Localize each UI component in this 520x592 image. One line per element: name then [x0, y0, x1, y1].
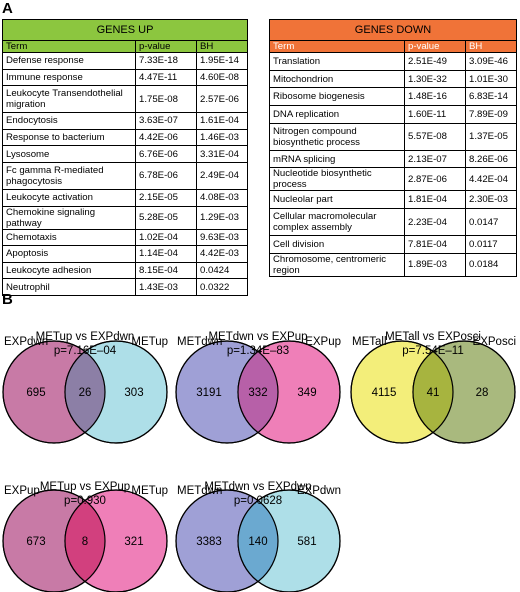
venn-right-label: METup — [131, 336, 168, 348]
table-row: Ribosome biogenesis 1.48E-16 6.83E-14 — [269, 87, 517, 107]
venn-title: METup vs EXPup — [40, 481, 130, 493]
venn-4: METup vs EXPup p=0.930 EXPup METup 673 8 321 — [2, 481, 168, 592]
venn-right-count: 303 — [124, 387, 143, 399]
bh-cell: 0.0322 — [196, 278, 248, 296]
genes-down-header-term: Term — [269, 40, 405, 53]
venn-right-label: EXPosci — [473, 336, 516, 348]
venn-left-label: METall — [352, 336, 387, 348]
table-row: Chemokine signaling pathway 5.28E-05 1.29E… — [2, 205, 248, 230]
table-row: Endocytosis 3.63E-07 1.61E-04 — [2, 112, 248, 130]
term-cell: Chromosome, centromeric region — [269, 252, 405, 277]
venn-left-label: EXPup — [4, 485, 40, 497]
table-row: Chemotaxis 1.02E-04 9.63E-03 — [2, 228, 248, 247]
venn-5: METdwn vs EXPdwn p=0.0628 METdwn EXPdwn 3383… — [175, 481, 341, 592]
venn-overlap-count: 8 — [82, 536, 88, 548]
bh-cell: 0.0184 — [465, 252, 517, 277]
bh-cell: 2.49E-04 — [196, 161, 248, 190]
venn-pvalue: p=0.930 — [64, 495, 106, 507]
venn-overlap-region — [413, 341, 453, 443]
bh-cell: 1.29E-03 — [196, 205, 248, 230]
venn-left-label: METdwn — [177, 485, 222, 497]
table-row: Fc gamma R-mediated phagocytosis 6.78E-06… — [2, 161, 248, 190]
table-row: Neutrophil 1.43E-03 0.0322 — [2, 278, 248, 296]
venn-overlap-region — [238, 341, 278, 443]
bh-cell: 1.95E-14 — [196, 52, 248, 70]
venn-overlap-count: 41 — [427, 387, 440, 399]
term-cell: Leukocyte Transendothelial migration — [2, 85, 136, 114]
table-row: mRNA splicing 2.13E-07 8.26E-06 — [269, 149, 517, 169]
venn-left-count: 695 — [26, 387, 45, 399]
venn-pvalue: p=0.0628 — [234, 495, 282, 507]
venn-left-label: METdwn — [177, 336, 222, 348]
genes-down-table: GENES DOWN Term p-value BH Translation 2.… — [269, 19, 517, 277]
table-row: DNA replication 1.60E-11 7.89E-09 — [269, 105, 517, 124]
venn-right-count: 349 — [297, 387, 316, 399]
venn-title: METdwn vs EXPup — [208, 331, 307, 343]
venn-3: METall vs EXPosci p=7.54E–11 METall EXPosci… — [350, 331, 516, 444]
table-row: Leukocyte Transendothelial migration 1.75… — [2, 85, 248, 114]
venn-left-count: 3383 — [196, 536, 222, 548]
genes-up-header-bh: BH — [196, 40, 248, 53]
table-row: Nitrogen compound biosynthetic process 5.… — [269, 122, 517, 151]
venn-pvalue: p=7.16E–04 — [54, 345, 117, 357]
genes-down-title: GENES DOWN — [269, 19, 517, 41]
venn-right-label: METup — [131, 485, 168, 497]
bh-cell: 2.57E-06 — [196, 85, 248, 114]
table-row: Chromosome, centromeric region 1.89E-03 0.… — [269, 252, 517, 277]
table-row: Leukocyte adhesion 8.15E-04 0.0424 — [2, 261, 248, 280]
term-cell: Nitrogen compound biosynthetic process — [269, 122, 405, 151]
table-row: Cell division 7.81E-04 0.0117 — [269, 235, 517, 254]
term-cell: Fc gamma R-mediated phagocytosis — [2, 161, 136, 190]
venn-2: METdwn vs EXPup p=1.34E–83 METdwn EXPup 3191… — [175, 331, 341, 444]
table-row: Response to bacterium 4.42E-06 1.46E-03 — [2, 128, 248, 147]
bh-cell: 4.42E-04 — [465, 167, 517, 192]
term-cell: Chemokine signaling pathway — [2, 205, 136, 230]
venn-right-count: 581 — [297, 536, 316, 548]
venn-right-count: 28 — [476, 387, 489, 399]
venn-title: METdwn vs EXPdwn — [204, 481, 311, 493]
venn-overlap-region — [238, 490, 278, 592]
venn-overlap-count: 26 — [79, 387, 92, 399]
genes-up-header-term: Term — [2, 40, 136, 53]
venn-pvalue: p=7.54E–11 — [402, 345, 464, 357]
bh-cell: 1.37E-05 — [465, 122, 517, 151]
venn-right-count: 321 — [124, 536, 143, 548]
venn-overlap-region — [65, 490, 105, 592]
venn-overlap-region — [65, 341, 105, 443]
genes-up-table: GENES UP Term p-value BH Defense respons… — [2, 19, 248, 296]
term-cell: Nucleotide biosynthetic process — [269, 167, 405, 192]
pvalue-cell: 6.78E-06 — [135, 161, 197, 190]
venn-overlap-count: 140 — [248, 536, 267, 548]
venn-left-count: 3191 — [196, 387, 222, 399]
venn-title: METup vs EXPdwn — [36, 331, 135, 343]
table-row: Cellular macromolecular complex assembly… — [269, 208, 517, 237]
venn-left-count: 673 — [26, 536, 45, 548]
bh-cell: 0.0147 — [465, 208, 517, 237]
venn-overlap-count: 332 — [248, 387, 267, 399]
genes-down-header-bh: BH — [465, 40, 517, 53]
venn-right-label: EXPup — [305, 336, 341, 348]
term-cell: Cellular macromolecular complex assembly — [269, 208, 405, 237]
panel-a-label: A — [2, 0, 13, 17]
venn-title: METall vs EXPosci — [385, 331, 481, 343]
genes-up-title: GENES UP — [2, 19, 248, 41]
venn-1: METup vs EXPdwn p=7.16E–04 EXPdwn METup 695 2… — [2, 331, 168, 444]
table-row: Nucleotide biosynthetic process 2.87E-06 4… — [269, 167, 517, 192]
venn-right-label: EXPdwn — [297, 485, 341, 497]
venn-pvalue: p=1.34E–83 — [227, 345, 289, 357]
term-cell: Neutrophil — [2, 278, 136, 296]
venn-left-count: 4115 — [372, 387, 397, 399]
pvalue-cell: 5.28E-05 — [135, 205, 197, 230]
venn-left-label: EXPdwn — [4, 336, 48, 348]
table-row: Nucleolar part 1.81E-04 2.30E-03 — [269, 190, 517, 210]
pvalue-cell: 5.57E-08 — [404, 122, 466, 151]
panel-b-label: B — [2, 291, 13, 308]
pvalue-cell: 1.43E-03 — [135, 278, 197, 296]
table-row: Lysosome 6.76E-06 3.31E-04 — [2, 145, 248, 163]
